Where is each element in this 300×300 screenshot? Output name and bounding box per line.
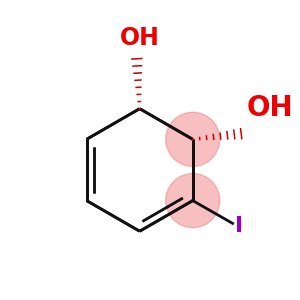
Circle shape — [166, 112, 220, 166]
Text: OH: OH — [247, 94, 293, 122]
Text: I: I — [236, 216, 244, 236]
Text: OH: OH — [120, 26, 160, 50]
Circle shape — [166, 173, 220, 228]
